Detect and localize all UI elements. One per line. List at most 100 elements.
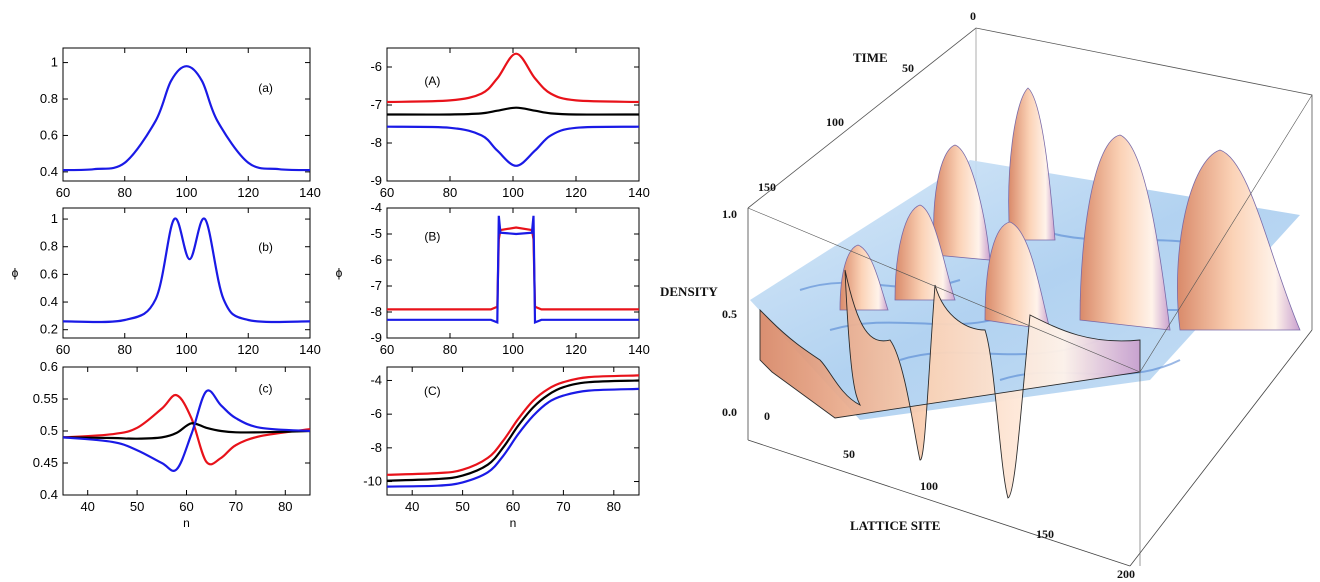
y-tick-label: 1: [51, 211, 58, 226]
surface-front-section: [759, 269, 1141, 499]
series-black: [386, 379, 640, 482]
x-tick-label: 120: [565, 185, 587, 200]
x-tick-label: 140: [628, 185, 650, 200]
plot-frame: [62, 47, 311, 182]
series-blue: [386, 387, 640, 488]
x-tick-label: 80: [118, 342, 132, 357]
x-tick-label: 60: [380, 342, 394, 357]
series-red: [386, 52, 640, 104]
y-tick-label: 0.8: [40, 91, 58, 106]
series-red: [62, 393, 311, 466]
x-tick-label: 100: [502, 342, 524, 357]
x-tick-label: 50: [130, 499, 144, 514]
y-tick-label: 0.55: [33, 391, 58, 406]
site-tick-50: 50: [843, 447, 855, 461]
y-tick-label: 1: [51, 55, 58, 70]
x-tick-label: 120: [237, 185, 259, 200]
x-tick-label: 100: [176, 342, 198, 357]
site-tick-100: 100: [920, 479, 938, 493]
y-tick-label: 0.45: [33, 455, 58, 470]
surface-3d: TIME DENSITY LATTICE SITE 0 50 100 150 1…: [660, 9, 1313, 581]
y-tick-label: -5: [370, 226, 382, 241]
x-tick-label: 70: [556, 499, 570, 514]
time-tick-100: 100: [826, 115, 844, 129]
series-blue: [387, 215, 639, 325]
x-tick-label: 80: [443, 342, 457, 357]
panel-label: (a): [258, 81, 273, 95]
y-tick-label: 0.6: [40, 359, 58, 374]
series-blue: [386, 125, 640, 167]
series-black: [62, 422, 311, 440]
series-red: [386, 374, 640, 476]
y-tick-label: 0.8: [40, 239, 58, 254]
y-tick-label: 0.2: [40, 322, 58, 337]
x-tick-label: 80: [443, 185, 457, 200]
y-tick-label: -4: [370, 372, 382, 387]
series-blue: [62, 217, 311, 324]
site-axis-label: LATTICE SITE: [850, 518, 940, 533]
panel-label: (A): [424, 74, 440, 88]
series-blue: [62, 65, 311, 172]
site-tick-200: 200: [1117, 567, 1135, 581]
y-tick-label: -6: [370, 59, 382, 74]
y-tick-label: -9: [370, 330, 382, 345]
y-tick-label: 0.4: [40, 487, 58, 502]
x-tick-label: 140: [299, 185, 321, 200]
x-axis-label: n: [183, 516, 190, 530]
x-tick-label: 100: [176, 185, 198, 200]
y-tick-label: -8: [370, 135, 382, 150]
density-tick-0: 0.0: [722, 405, 737, 419]
x-tick-label: 140: [628, 342, 650, 357]
surface-peaks: [839, 87, 1301, 331]
x-tick-label: 140: [299, 342, 321, 357]
x-tick-label: 100: [502, 185, 524, 200]
time-tick-0: 0: [970, 9, 976, 23]
y-tick-label: -9: [370, 173, 382, 188]
panel-label: (b): [258, 240, 273, 254]
y-tick-label: -7: [370, 278, 382, 293]
density-axis-label: DENSITY: [660, 284, 718, 299]
panel-3: 40 50 60 70 80 0.4 0.45 0.5 0.55 0.6 (c) n: [33, 359, 311, 530]
x-tick-label: 40: [80, 499, 94, 514]
x-tick-label: 50: [455, 499, 469, 514]
series-blue: [62, 389, 311, 472]
plot-frame: [62, 207, 311, 339]
surface-front-edge: [747, 439, 1131, 567]
panel-1: 60 80 100 120 140 0.4 0.6 0.8 1 (a): [40, 47, 321, 200]
surface-right-edge: [1129, 329, 1313, 567]
x-tick-label: 40: [405, 499, 419, 514]
surface-box-back: [747, 27, 1313, 330]
y-tick-label: -7: [370, 97, 382, 112]
surface-top-edge: [747, 207, 1141, 373]
panel-label: (B): [424, 230, 440, 244]
series-black: [386, 106, 640, 116]
x-tick-label: 60: [56, 342, 70, 357]
density-tick-05: 0.5: [722, 307, 737, 321]
time-tick-50: 50: [902, 61, 914, 75]
time-axis-label: TIME: [853, 50, 888, 65]
time-tick-150: 150: [758, 180, 776, 194]
y-tick-label: 0.4: [40, 294, 58, 309]
panel-2: 60 80 100 120 140 0.2 0.4 0.6 0.8 1 (b) ϕ: [12, 207, 321, 357]
x-tick-label: 80: [607, 499, 621, 514]
panel-5: 60 80 100 120 140 -9 -8 -7 -6 -5 -4 (B) ϕ: [336, 200, 650, 357]
x-tick-label: 80: [118, 185, 132, 200]
x-tick-label: 70: [229, 499, 243, 514]
x-tick-label: 60: [380, 185, 394, 200]
series-red: [387, 226, 639, 311]
y-tick-label: -8: [370, 304, 382, 319]
density-tick-1: 1.0: [722, 207, 737, 221]
x-tick-label: 60: [179, 499, 193, 514]
x-tick-label: 80: [278, 499, 292, 514]
site-tick-150: 150: [1036, 527, 1054, 541]
y-tick-label: 0.4: [40, 164, 58, 179]
x-axis-label: n: [510, 516, 517, 530]
y-tick-label: -4: [370, 200, 382, 215]
y-tick-label: 0.6: [40, 266, 58, 281]
x-tick-label: 120: [237, 342, 259, 357]
x-tick-label: 60: [506, 499, 520, 514]
y-tick-label: 0.5: [40, 423, 58, 438]
y-tick-label: -10: [363, 474, 382, 489]
